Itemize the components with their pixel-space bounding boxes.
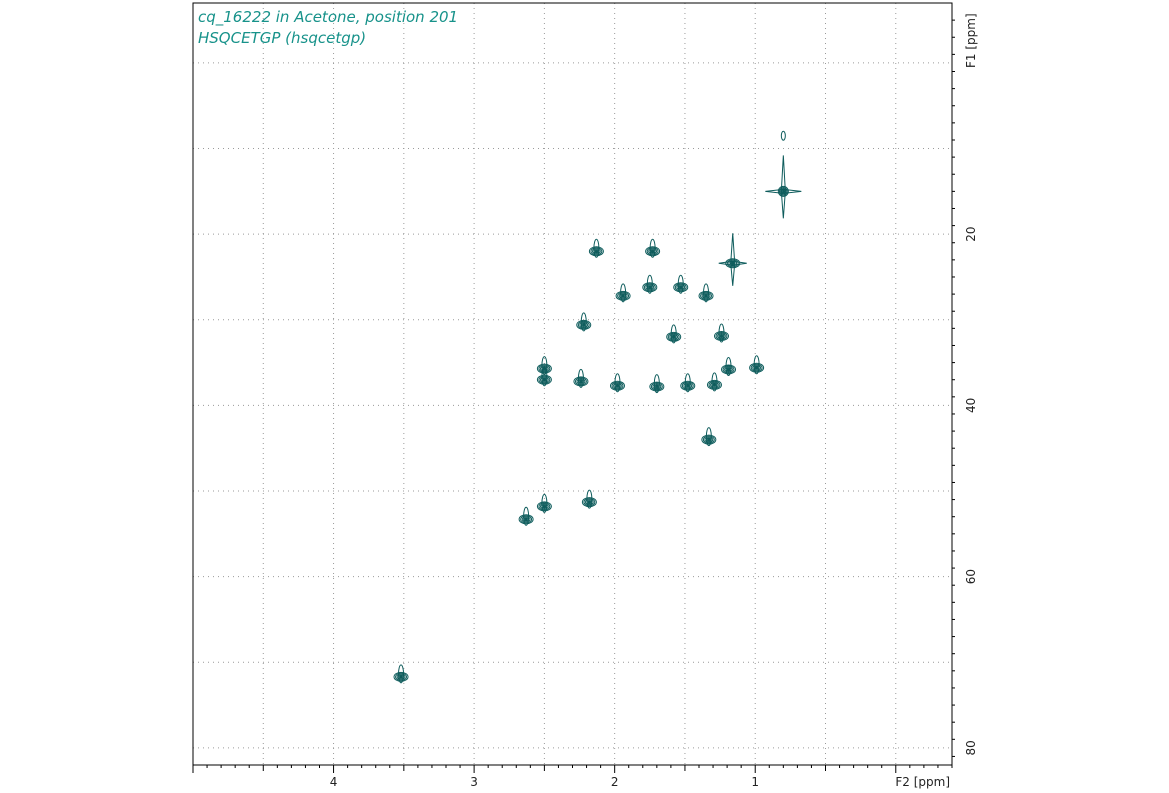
y-tick-label: 60 xyxy=(964,569,978,584)
contour-peaks xyxy=(393,130,802,684)
hsqc-peak xyxy=(649,374,665,394)
hsqc-peak xyxy=(765,155,802,219)
hsqc-peak xyxy=(706,372,722,392)
y-axis-label: F1 [ppm] xyxy=(964,13,978,68)
x-axis-label: F2 [ppm] xyxy=(895,775,950,789)
hsqc-peak xyxy=(666,324,682,344)
hsqc-peak xyxy=(749,355,765,375)
hsqc-peak xyxy=(588,238,604,258)
hsqc-peak xyxy=(573,368,589,388)
hsqc-peak xyxy=(536,493,552,513)
hsqc-peak xyxy=(609,373,625,393)
x-tick-label: 1 xyxy=(751,775,759,789)
pulse-program-title: HSQCETGP (hsqcetgp) xyxy=(198,29,367,47)
hsqc-peak xyxy=(642,274,658,294)
hsqc-peak xyxy=(645,238,661,258)
y-tick-label: 80 xyxy=(964,740,978,755)
hsqc-peak xyxy=(393,664,409,684)
hsqc-peak xyxy=(615,283,631,303)
hsqc-peak xyxy=(536,367,552,387)
hsqc-peak xyxy=(713,323,729,343)
x-axis: F2 [ppm] 4 3 2 1 xyxy=(192,765,953,789)
y-axis: F1 [ppm] 20 40 60 80 xyxy=(952,13,978,757)
plot-frame xyxy=(192,2,953,766)
hsqc-peak xyxy=(581,489,597,509)
spectrum-title: cq_16222 in Acetone, position 201 xyxy=(198,8,459,26)
hsqc-peak xyxy=(518,506,534,526)
hsqc-peak xyxy=(576,312,592,332)
hsqc-peak xyxy=(673,274,689,294)
hsqc-peak xyxy=(701,427,717,447)
x-tick-label: 4 xyxy=(330,775,338,789)
y-tick-label: 40 xyxy=(964,398,978,413)
hsqc-peak xyxy=(718,233,747,286)
hsqc-peak xyxy=(698,283,714,303)
x-tick-label: 3 xyxy=(470,775,478,789)
x-tick-label: 2 xyxy=(611,775,619,789)
hsqc-peak xyxy=(780,130,786,141)
hsqc-peak xyxy=(536,356,552,376)
y-tick-label: 20 xyxy=(964,227,978,242)
hsqc-peak xyxy=(680,373,696,393)
hsqc-peak xyxy=(721,356,737,376)
grid-lines xyxy=(193,3,952,765)
